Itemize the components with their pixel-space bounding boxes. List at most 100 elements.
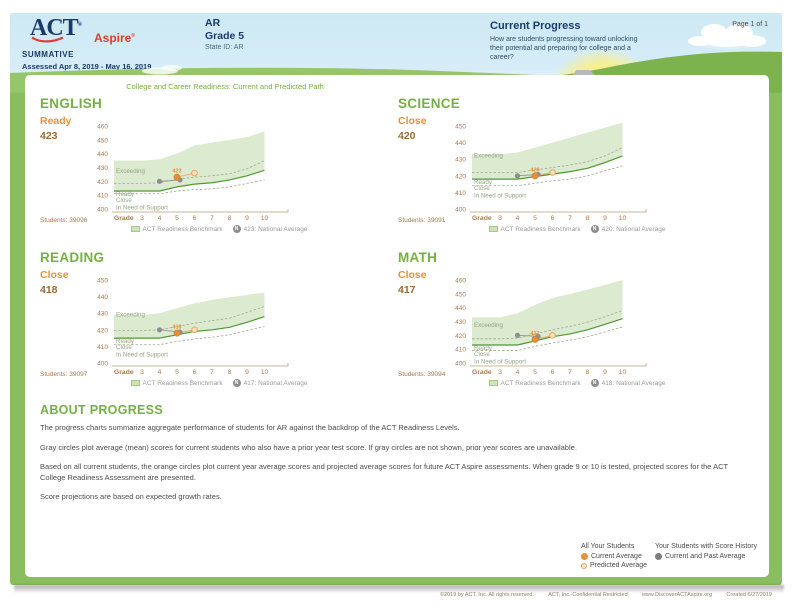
national-average-legend-item: N 417: National Average <box>232 379 308 387</box>
created-date: Created 6/27/2019 <box>726 592 772 598</box>
national-average-label: 417: National Average <box>243 379 308 387</box>
page-shadow <box>14 585 784 593</box>
about-paragraph: Score projections are based on expected … <box>40 492 222 501</box>
progress-chart: 460450440430420410400ExceedingReadyClose… <box>97 124 289 222</box>
svg-text:450: 450 <box>97 137 108 144</box>
charts-section-title: College and Career Readiness: Current an… <box>126 82 324 91</box>
program-label: SUMMATIVE <box>22 50 74 59</box>
svg-text:Exceeding: Exceeding <box>116 168 145 175</box>
past-average-icon <box>655 553 662 560</box>
assessment-window: Assessed Apr 8, 2019 - May 16, 2019 <box>22 62 152 71</box>
national-average-legend-item: N 423: National Average <box>232 225 307 233</box>
predicted-average-icon <box>581 562 587 569</box>
svg-text:9: 9 <box>245 369 249 376</box>
legend-item-label: Current Average <box>591 553 642 560</box>
svg-text:423: 423 <box>172 169 181 175</box>
svg-text:6: 6 <box>193 369 197 376</box>
svg-text:9: 9 <box>245 215 249 222</box>
benchmark-label: ACT Readiness Benchmark <box>142 379 223 387</box>
chart-legend: ACT Readiness Benchmark N 423: National … <box>88 225 350 233</box>
subject-title: SCIENCE <box>398 96 461 111</box>
svg-text:Grade: Grade <box>472 369 492 376</box>
national-average-icon: N <box>232 379 241 387</box>
page-footer: ©2019 by ACT, Inc. All rights reserved. … <box>440 592 772 598</box>
svg-text:7: 7 <box>568 369 572 376</box>
state-id: State ID: AR <box>205 44 244 51</box>
svg-text:8: 8 <box>586 369 590 376</box>
current-average-icon <box>581 553 588 560</box>
svg-text:Grade: Grade <box>472 215 492 222</box>
svg-text:3: 3 <box>498 215 502 222</box>
national-average-legend-item: N 420: National Average <box>590 225 666 233</box>
svg-text:440: 440 <box>97 294 108 301</box>
benchmark-legend-item: ACT Readiness Benchmark <box>488 225 581 233</box>
svg-text:400: 400 <box>455 207 466 214</box>
students-count: Students: 39096 <box>40 217 88 224</box>
svg-text:450: 450 <box>97 278 108 285</box>
svg-text:417: 417 <box>530 331 539 337</box>
content-card: College and Career Readiness: Current an… <box>25 75 769 577</box>
report-panel: ACT® Aspire® SUMMATIVE Assessed Apr 8, 2… <box>10 13 782 585</box>
svg-text:Grade: Grade <box>114 369 134 376</box>
act-logo: ACT® <box>30 15 82 42</box>
subject-chart-block: READING Close 418 Students: 39097 450 440… <box>40 250 370 400</box>
organization-name: AR <box>205 17 221 29</box>
svg-text:420: 420 <box>455 173 466 180</box>
svg-text:430: 430 <box>97 311 108 318</box>
subject-readiness-status: Close <box>398 269 427 281</box>
website-link[interactable]: www.DiscoverACTAspire.org <box>641 592 713 598</box>
svg-text:410: 410 <box>455 190 466 197</box>
act-logo-swoosh-icon <box>31 36 64 43</box>
benchmark-label: ACT Readiness Benchmark <box>142 225 223 233</box>
svg-text:3: 3 <box>498 369 502 376</box>
svg-text:8: 8 <box>228 215 232 222</box>
progress-chart: 450440430420410400ExceedingReadyCloseIn … <box>97 278 289 376</box>
subject-title: ENGLISH <box>40 96 103 111</box>
benchmark-swatch-icon <box>130 226 140 232</box>
registered-mark: ® <box>77 22 83 28</box>
svg-text:420: 420 <box>97 327 108 334</box>
svg-text:Close: Close <box>474 185 490 192</box>
legend-group-all-students: All Your Students Current Average Predic… <box>581 543 647 569</box>
svg-text:In Need of Support: In Need of Support <box>474 193 526 200</box>
legend-item: Current Average <box>581 553 647 560</box>
report-title: Current Progress <box>490 20 581 32</box>
national-average-icon: N <box>590 225 599 233</box>
svg-text:410: 410 <box>97 344 108 351</box>
svg-text:3: 3 <box>140 215 144 222</box>
svg-text:4: 4 <box>158 215 162 222</box>
svg-text:In Need of Support: In Need of Support <box>474 359 526 366</box>
svg-text:440: 440 <box>97 151 108 158</box>
progress-chart: 460450440430420410400ExceedingReadyClose… <box>455 278 647 376</box>
svg-text:5: 5 <box>175 215 179 222</box>
page-number: Page 1 of 1 <box>732 21 768 28</box>
svg-text:4: 4 <box>516 215 520 222</box>
copyright-text: ©2019 by ACT, Inc. All rights reserved. <box>440 592 534 598</box>
svg-text:Close: Close <box>116 197 132 204</box>
national-average-label: 420: National Average <box>601 225 666 233</box>
students-count: Students: 39094 <box>398 371 446 378</box>
subject-chart-block: SCIENCE Close 420 Students: 39091 450 440… <box>398 96 728 246</box>
aspire-logo-text: Aspire <box>94 31 132 45</box>
about-paragraph: Based on all current students, the orang… <box>40 462 728 482</box>
svg-text:10: 10 <box>261 369 269 376</box>
benchmark-swatch-icon <box>488 226 498 232</box>
benchmark-label: ACT Readiness Benchmark <box>500 379 581 387</box>
students-count: Students: 39091 <box>398 217 446 224</box>
svg-text:4: 4 <box>516 369 520 376</box>
registered-mark: ® <box>131 33 136 39</box>
benchmark-label: ACT Readiness Benchmark <box>500 225 581 233</box>
svg-text:9: 9 <box>603 215 607 222</box>
subject-title: READING <box>40 250 105 265</box>
svg-text:460: 460 <box>455 278 466 285</box>
svg-text:450: 450 <box>455 291 466 298</box>
national-average-icon: N <box>232 225 241 233</box>
progress-chart: 450440430420410400ExceedingReadyCloseIn … <box>455 122 647 222</box>
national-average-legend-item: N 418: National Average <box>590 379 665 387</box>
svg-text:5: 5 <box>175 369 179 376</box>
legend-item: Predicted Average <box>581 562 647 569</box>
grade-level: Grade 5 <box>205 30 245 42</box>
svg-text:418: 418 <box>172 325 181 331</box>
about-progress-body: The progress charts summarize aggregate … <box>40 423 752 512</box>
chart-legend: ACT Readiness Benchmark N 417: National … <box>88 379 350 387</box>
